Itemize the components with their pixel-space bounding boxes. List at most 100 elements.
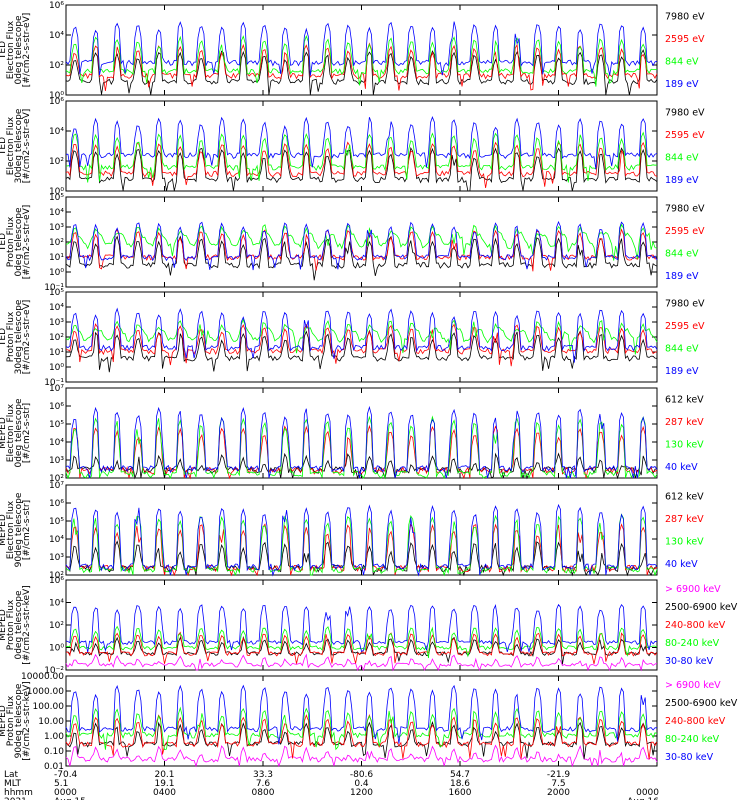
panel-5: 10² 10³ 10⁴ 10⁵ 10⁶ 10⁷ MEPEDElectron Flux0deg… [0, 384, 704, 484]
y-tick-label: 0.10 [44, 747, 64, 757]
legend-entry: 30-80 keV [665, 752, 714, 763]
y-tick-label: 10³ [49, 456, 64, 466]
series-line-red [65, 424, 658, 480]
y-tick-label: 10000.00 [21, 672, 64, 682]
y-axis-label-line: MEPED [0, 609, 8, 641]
x-tick-label: 54.7 [450, 770, 470, 780]
x-tick-label: 0000 [636, 788, 659, 798]
y-axis-label-line: [#/cm2-s-str-eV] [22, 300, 32, 375]
legend-entry: 2595 eV [665, 130, 705, 141]
y-tick-label: 10⁴ [49, 599, 64, 609]
y-tick-label: 10.00 [38, 717, 64, 727]
x-tick-label: 5.1 [54, 779, 68, 789]
y-tick-label: 10⁰ [49, 91, 64, 101]
panel-1: 10⁰ 10² 10⁴ 10⁶ TEDElectron Flux0deg telesco… [0, 1, 705, 101]
x-tick-label: -80.6 [350, 770, 374, 780]
legend-entry: 844 eV [665, 56, 699, 67]
legend-entry: 7980 eV [665, 11, 705, 22]
y-axis-label-line: TED [0, 233, 8, 252]
legend-entry: 612 keV [665, 394, 704, 405]
panel-frame [65, 675, 658, 767]
series-line-green [65, 625, 658, 659]
legend-entry: > 6900 keV [665, 680, 721, 691]
legend-entry: 2595 eV [665, 321, 705, 332]
series-line-green [65, 318, 658, 355]
y-axis-label-line: [#/cm2-s-str-keV] [22, 681, 32, 760]
y-axis-label-line: MEPED [0, 705, 8, 737]
y-axis-label-line: Electron Flux [6, 500, 16, 559]
x-tick-label: 18.6 [450, 779, 470, 789]
legend-entry: 80-240 keV [665, 638, 720, 649]
x-tick-label: 1200 [350, 788, 373, 798]
legend-entry: 189 eV [665, 366, 699, 377]
series-line-black [65, 49, 658, 96]
panel-2: 10⁰ 10² 10⁴ 10⁶ TEDElectron Flux30deg telesc… [0, 97, 705, 197]
x-row-label: hhmm [4, 788, 33, 798]
panel-frame [65, 579, 658, 671]
x-tick-label: 7.5 [551, 779, 565, 789]
legend-entry: 80-240 keV [665, 734, 720, 745]
y-axis-label-line: Electron Flux [6, 403, 16, 462]
y-tick-label: 10⁷ [49, 481, 64, 491]
y-tick-label: 10⁻¹ [44, 378, 64, 388]
y-axis-label-line: [#/cm2-s-str-eV] [22, 109, 32, 184]
series-line-red [65, 323, 658, 367]
y-tick-label: 1000.00 [27, 687, 64, 697]
legend-entry: 2500-6900 keV [665, 602, 738, 613]
x-row-label: MLT [4, 779, 22, 789]
y-tick-label: 10⁶ [49, 499, 64, 509]
legend-entry: 189 eV [665, 79, 699, 90]
legend-entry: 612 keV [665, 491, 704, 502]
y-tick-label: 10⁵ [49, 517, 64, 527]
y-tick-label: 10⁻² [44, 666, 64, 676]
series-line-blue [65, 307, 658, 363]
y-tick-label: 10⁰ [49, 268, 64, 278]
y-axis-label: MEPEDElectron Flux0deg telescope[#/cm2-s… [0, 398, 32, 468]
y-tick-label: 10⁷ [49, 384, 64, 394]
panel-6: 10² 10³ 10⁴ 10⁵ 10⁶ 10⁷ MEPEDElectron Flux90de… [0, 481, 704, 581]
series-line-magenta [65, 744, 658, 768]
series-line-blue [65, 684, 657, 745]
y-axis-label-line: Proton Flux [6, 311, 16, 362]
y-axis-label-line: Proton Flux [6, 695, 16, 746]
series-line-red [65, 631, 658, 664]
y-axis-label-line: TED [0, 137, 8, 156]
y-tick-label: 10⁶ [49, 576, 64, 586]
y-tick-label: 0.01 [44, 762, 64, 772]
x-tick-label: 20.1 [154, 770, 174, 780]
legend-entry: 30-80 keV [665, 656, 714, 667]
y-axis-label-line: [#/cm2-s-str] [22, 403, 32, 463]
x-tick-label: -70.4 [54, 770, 78, 780]
y-tick-label: 10² [49, 238, 64, 248]
y-axis-label: MEPEDElectron Flux90deg telescope[#/cm2-… [0, 492, 32, 567]
x-row-label: Lat [4, 770, 19, 780]
y-tick-label: 10² [49, 571, 64, 581]
x-tick-label: 0000 [54, 788, 77, 798]
y-axis-label-line: Electron Flux [6, 20, 16, 79]
legend-entry: > 6900 keV [665, 584, 721, 595]
series-line-green [65, 223, 658, 261]
legend-entry: 240-800 keV [665, 716, 726, 727]
y-axis-label: TEDElectron Flux0deg telescope[#/cm2-s-s… [0, 13, 32, 88]
series-line-green [65, 513, 658, 577]
y-tick-label: 10⁴ [49, 127, 64, 137]
legend-entry: 2595 eV [665, 34, 705, 45]
legend-entry: 40 keV [665, 462, 698, 473]
y-tick-label: 10⁵ [49, 420, 64, 430]
series-line-red [65, 713, 658, 760]
x-tick-label: 0.4 [354, 779, 369, 789]
y-axis-label-line: 0deg telescope [14, 207, 24, 277]
legend-entry: 844 eV [665, 343, 699, 354]
legend-entry: 7980 eV [665, 107, 705, 118]
y-tick-label: 10⁰ [49, 644, 64, 654]
y-tick-label: 10³ [49, 223, 64, 233]
legend-entry: 287 keV [665, 417, 704, 428]
y-axis-label: TEDElectron Flux30deg telescope[#/cm2-s-… [0, 108, 32, 183]
y-tick-label: 10⁴ [49, 303, 64, 313]
y-axis-label-line: 0deg telescope [14, 590, 24, 660]
y-axis-label-line: 0deg telescope [14, 398, 24, 468]
y-axis-label-line: MEPED [0, 417, 8, 449]
x-tick-label: -21.9 [547, 770, 571, 780]
y-axis-label: TEDProton Flux0deg telescope[#/cm2-s-str… [0, 205, 32, 280]
